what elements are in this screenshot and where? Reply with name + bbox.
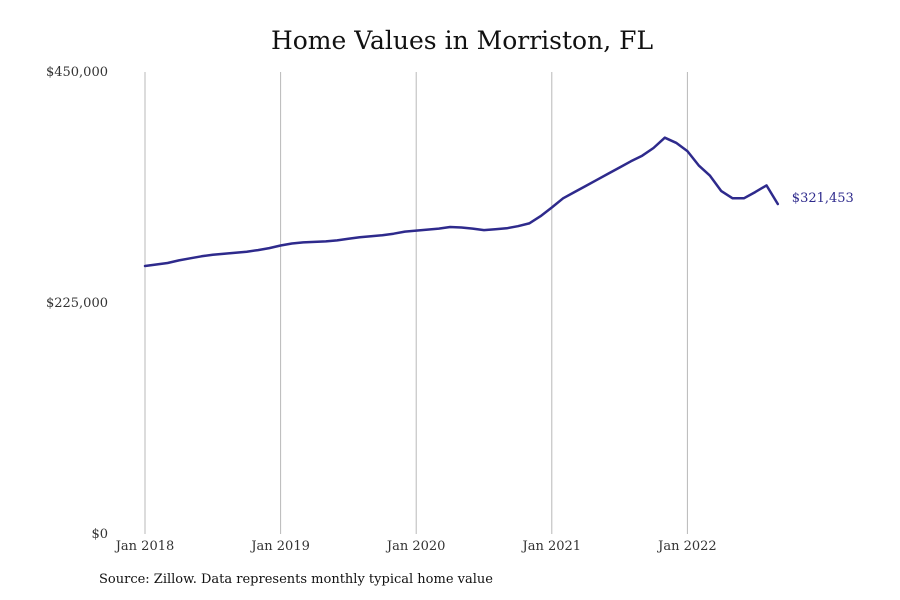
source-note: Source: Zillow. Data represents monthly … [99, 572, 493, 587]
home-value-line [143, 136, 780, 268]
x-tick-label: Jan 2021 [521, 539, 582, 554]
x-axis-ticks: Jan 2018 Jan 2019 Jan 2020 Jan 2021 Jan 2022 [114, 539, 717, 554]
x-tick-label: Jan 2020 [385, 539, 446, 554]
chart-title: Home Values in Morriston, FL [270, 26, 654, 55]
x-tick-label: Jan 2018 [114, 539, 175, 554]
x-tick-label: Jan 2019 [249, 539, 310, 554]
y-tick-label: $225,000 [46, 296, 108, 311]
y-tick-label: $450,000 [46, 65, 108, 80]
latest-value-label: $321,453 [792, 191, 854, 206]
y-tick-label: $0 [91, 527, 108, 542]
x-tick-label: Jan 2022 [656, 539, 717, 554]
grid-lines [144, 72, 688, 534]
y-axis-ticks: $450,000 $225,000 $0 [46, 65, 108, 542]
